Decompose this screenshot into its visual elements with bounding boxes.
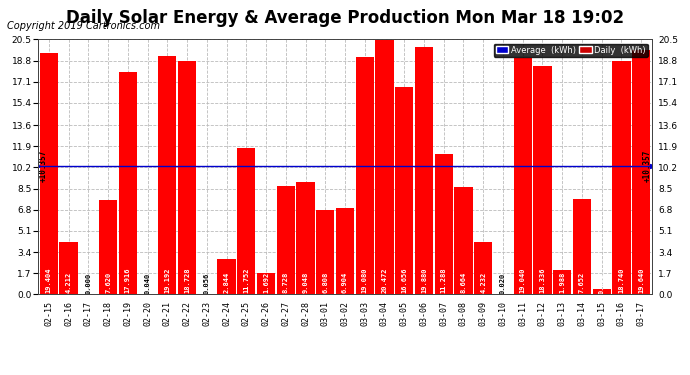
Text: 7.620: 7.620 xyxy=(105,271,111,292)
Text: 18.728: 18.728 xyxy=(184,267,190,292)
Text: 2.844: 2.844 xyxy=(224,271,230,292)
Bar xyxy=(533,66,551,294)
Text: 11.752: 11.752 xyxy=(244,267,249,292)
Text: +10.357: +10.357 xyxy=(39,149,48,182)
Legend: Average  (kWh), Daily  (kWh): Average (kWh), Daily (kWh) xyxy=(494,44,648,57)
Text: 18.740: 18.740 xyxy=(618,267,624,292)
Text: 8.728: 8.728 xyxy=(283,271,288,292)
Bar xyxy=(178,62,196,294)
Bar xyxy=(455,187,473,294)
Text: 17.916: 17.916 xyxy=(125,267,131,292)
Text: 0.056: 0.056 xyxy=(204,273,210,294)
Text: 6.904: 6.904 xyxy=(342,271,348,292)
Text: 19.404: 19.404 xyxy=(46,267,52,292)
Text: 19.640: 19.640 xyxy=(638,267,644,292)
Text: 16.656: 16.656 xyxy=(402,267,407,292)
Text: 1.988: 1.988 xyxy=(559,271,565,292)
Bar xyxy=(513,57,532,294)
Bar xyxy=(474,242,492,294)
Text: 19.040: 19.040 xyxy=(520,267,526,292)
Bar xyxy=(316,210,335,294)
Bar xyxy=(40,53,58,294)
Bar xyxy=(375,40,393,294)
Bar xyxy=(297,182,315,294)
Bar xyxy=(395,87,413,294)
Bar xyxy=(158,56,177,294)
Bar xyxy=(257,273,275,294)
Text: 7.652: 7.652 xyxy=(579,271,585,292)
Bar xyxy=(632,50,650,294)
Text: Copyright 2019 Cartronics.com: Copyright 2019 Cartronics.com xyxy=(7,21,160,31)
Text: 8.664: 8.664 xyxy=(460,271,466,292)
Bar xyxy=(612,61,631,294)
Bar xyxy=(593,289,611,294)
Text: Daily Solar Energy & Average Production Mon Mar 18 19:02: Daily Solar Energy & Average Production … xyxy=(66,9,624,27)
Text: 1.692: 1.692 xyxy=(263,271,269,292)
Bar xyxy=(355,57,374,294)
Bar xyxy=(99,200,117,294)
Text: 18.336: 18.336 xyxy=(540,267,546,292)
Text: 0.452: 0.452 xyxy=(599,273,604,294)
Text: 0.000: 0.000 xyxy=(86,273,91,294)
Text: 11.288: 11.288 xyxy=(441,267,446,292)
Text: 20.472: 20.472 xyxy=(382,267,388,292)
Bar xyxy=(277,186,295,294)
Bar xyxy=(217,259,235,294)
Text: 19.192: 19.192 xyxy=(164,267,170,292)
Bar xyxy=(336,209,354,294)
Text: 19.080: 19.080 xyxy=(362,267,368,292)
Bar xyxy=(59,242,78,294)
Bar xyxy=(573,199,591,294)
Bar xyxy=(415,47,433,294)
Text: 6.808: 6.808 xyxy=(322,271,328,292)
Text: 4.232: 4.232 xyxy=(480,271,486,292)
Text: +10.357: +10.357 xyxy=(642,149,651,182)
Text: 9.048: 9.048 xyxy=(302,271,308,292)
Bar xyxy=(119,72,137,294)
Text: 0.040: 0.040 xyxy=(144,273,150,294)
Bar xyxy=(553,270,571,294)
Text: 19.880: 19.880 xyxy=(421,267,427,292)
Text: 4.212: 4.212 xyxy=(66,271,72,292)
Text: 0.020: 0.020 xyxy=(500,273,506,294)
Bar xyxy=(237,148,255,294)
Bar xyxy=(435,154,453,294)
